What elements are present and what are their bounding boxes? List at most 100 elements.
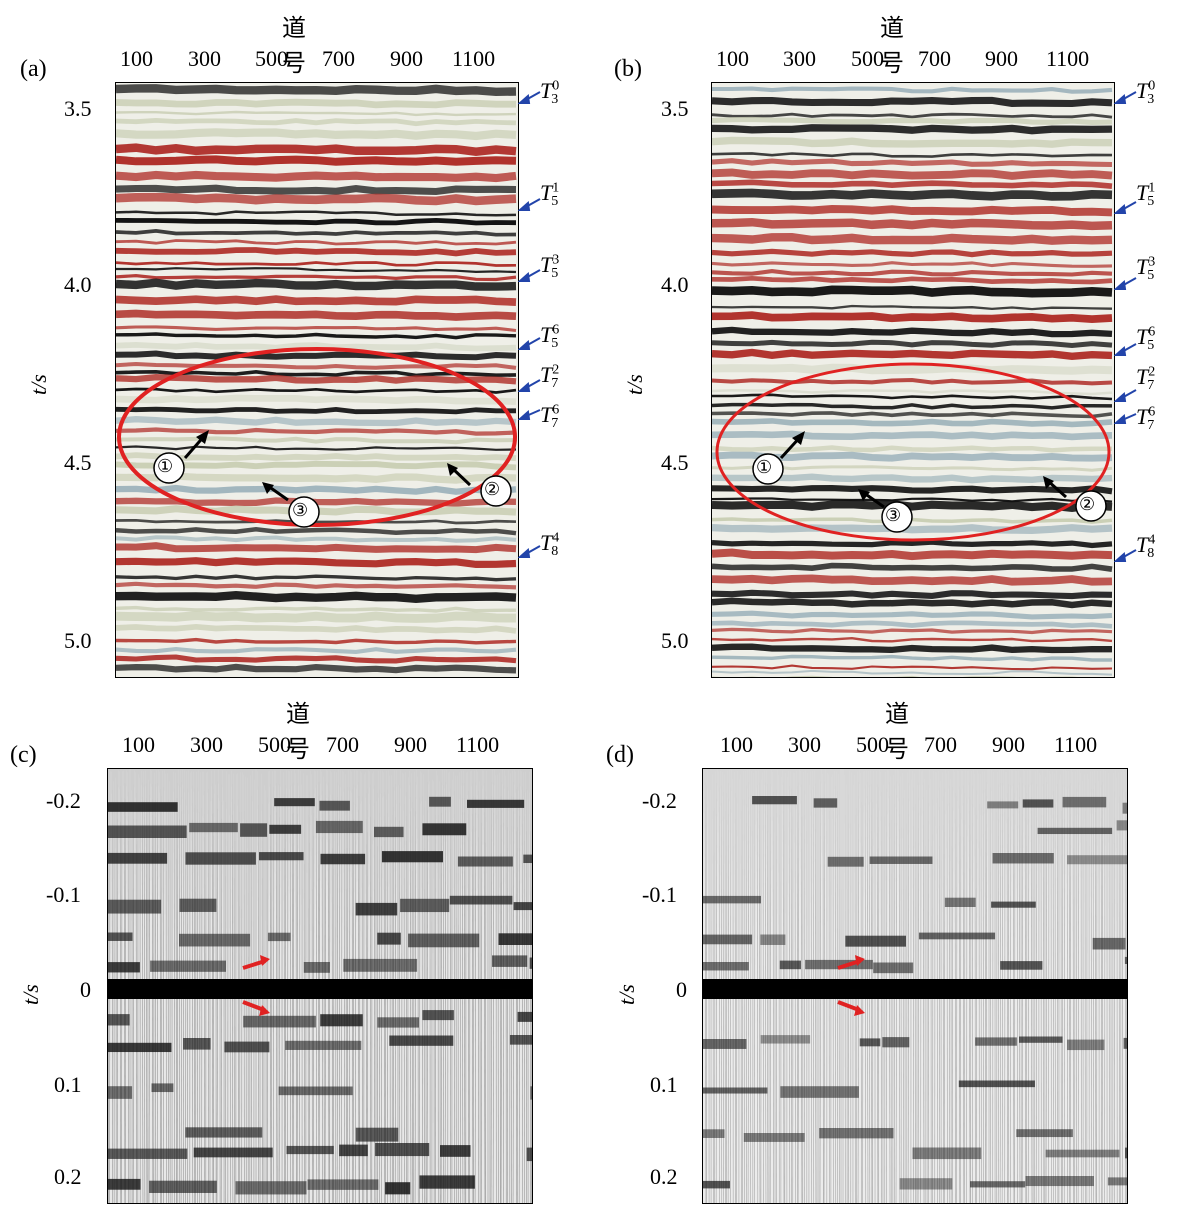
seismic-reflection-band: [116, 350, 517, 361]
autocorrelation-event: [343, 958, 418, 972]
autocorrelation-event: [422, 1010, 454, 1021]
panel-a-marker-1-circle: [153, 452, 185, 484]
panel-c-wiggle-svg: [108, 769, 532, 1203]
panel-c-xtick-700: 700: [326, 732, 359, 757]
panel-a-marker-2-circle: [480, 475, 512, 507]
autocorrelation-event: [845, 935, 906, 947]
seismic-reflection-band: [116, 387, 517, 394]
autocorrelation-event: [1025, 1176, 1094, 1187]
autocorrelation-event: [526, 1147, 532, 1162]
seismic-reflection-band: [712, 311, 1113, 323]
panel-c-ytick-0.1: 0.1: [54, 1072, 82, 1097]
panel-d-red-arrowhead-lower: [854, 1005, 865, 1016]
panel-a-xtick-100: 100: [120, 46, 153, 71]
seismic-reflection-band: [116, 581, 517, 590]
autocorrelation-event: [108, 1014, 130, 1026]
panel-d-wiggle-svg: [703, 769, 1127, 1203]
autocorrelation-event: [449, 895, 513, 905]
panel-a-marker-3-circle: [288, 496, 320, 528]
autocorrelation-event: [240, 823, 268, 837]
panel-b-marker-1-circle: [752, 453, 784, 485]
autocorrelation-event: [355, 1127, 399, 1142]
autocorrelation-event: [259, 852, 304, 861]
seismic-reflection-band: [712, 136, 1113, 148]
seismic-reflection-band: [712, 96, 1113, 108]
panel-a-horizon-T56: T65: [540, 322, 560, 352]
panel-a-horizon-T72: T27: [540, 362, 560, 392]
autocorrelation-event: [987, 801, 1019, 809]
autocorrelation-event: [179, 898, 217, 912]
autocorrelation-event: [108, 1042, 172, 1053]
seismic-reflection-band: [712, 217, 1113, 231]
autocorrelation-event: [1045, 1149, 1120, 1158]
panel-a-xtick-300: 300: [188, 46, 221, 71]
autocorrelation-event: [303, 962, 330, 973]
autocorrelation-event: [286, 1145, 334, 1155]
autocorrelation-event: [703, 895, 761, 904]
autocorrelation-event: [269, 824, 302, 834]
panel-b-xtick-100: 100: [716, 46, 749, 71]
panel-c-red-arrowhead-lower: [259, 1005, 270, 1016]
panel-a-horizon-T51: T15: [540, 180, 560, 210]
autocorrelation-event: [185, 1127, 263, 1138]
panel-c-label: (c): [10, 742, 37, 768]
panel-b-x-title: 道号: [880, 14, 904, 77]
autocorrelation-event: [1037, 827, 1113, 835]
autocorrelation-event: [529, 957, 532, 969]
panel-c-xtick-1100: 1100: [456, 732, 500, 757]
seismic-reflection-band: [712, 675, 1078, 677]
panel-d-ytick-0: 0: [676, 977, 687, 1002]
autocorrelation-event: [185, 852, 256, 865]
panel-c-ytick-neg0.1: -0.1: [46, 882, 81, 907]
panel-c-xtick-900: 900: [394, 732, 427, 757]
seismic-reflection-band: [712, 497, 1113, 503]
autocorrelation-event: [992, 853, 1054, 864]
seismic-reflection-band: [116, 217, 517, 226]
autocorrelation-event: [1067, 1039, 1105, 1051]
seismic-reflection-band: [712, 500, 1113, 512]
autocorrelation-event: [530, 1086, 532, 1100]
panel-a-marker-3: ③: [292, 500, 309, 520]
seismic-reflection-band: [116, 84, 517, 97]
panel-a-xtick-700: 700: [322, 46, 355, 71]
seismic-reflection-band: [712, 402, 1113, 410]
panel-a-label: (a): [20, 56, 47, 82]
autocorrelation-event: [703, 1129, 725, 1138]
panel-b-y-title: t/s: [622, 374, 647, 395]
seismic-reflection-band: [116, 436, 517, 445]
seismic-reflection-band: [712, 363, 1113, 375]
autocorrelation-event: [819, 1128, 894, 1139]
panel-a-arrowhead-1: [196, 430, 209, 444]
autocorrelation-event: [760, 934, 786, 945]
seismic-reflection-band: [116, 646, 517, 654]
seismic-reflection-band: [116, 143, 517, 156]
autocorrelation-event: [267, 932, 291, 942]
autocorrelation-event: [918, 932, 996, 940]
seismic-reflection-band: [712, 248, 1113, 258]
panel-c-ytick-neg0.2: -0.2: [46, 788, 81, 813]
panel-d-xtick-300: 300: [788, 732, 821, 757]
panel-a-horizon-arrows: [518, 91, 541, 558]
seismic-reflection-band: [712, 643, 1113, 654]
seismic-reflection-band: [712, 188, 1113, 201]
panel-b-arrowhead-1: [792, 431, 805, 445]
autocorrelation-event: [243, 1015, 316, 1028]
autocorrelation-event: [517, 1011, 532, 1022]
autocorrelation-event: [108, 899, 162, 914]
panel-b-xtick-1100: 1100: [1046, 46, 1090, 71]
autocorrelation-event: [743, 1133, 805, 1142]
panel-d-autocorrelation: [702, 768, 1128, 1204]
panel-c-ytick-0.2: 0.2: [54, 1164, 82, 1189]
autocorrelation-event: [859, 1038, 881, 1047]
autocorrelation-event: [375, 1143, 430, 1157]
seismic-reflection-band: [712, 377, 1113, 386]
panel-b-marker-2-circle: [1075, 490, 1107, 522]
seismic-reflection-band: [712, 430, 1113, 441]
panel-c-autocorrelation: [107, 768, 533, 1204]
autocorrelation-event: [869, 856, 933, 864]
panel-b-seismic-section: [711, 82, 1115, 678]
autocorrelation-event: [1092, 937, 1126, 950]
autocorrelation-event: [377, 1017, 419, 1028]
autocorrelation-event: [912, 1147, 982, 1160]
autocorrelation-event: [882, 1037, 910, 1048]
